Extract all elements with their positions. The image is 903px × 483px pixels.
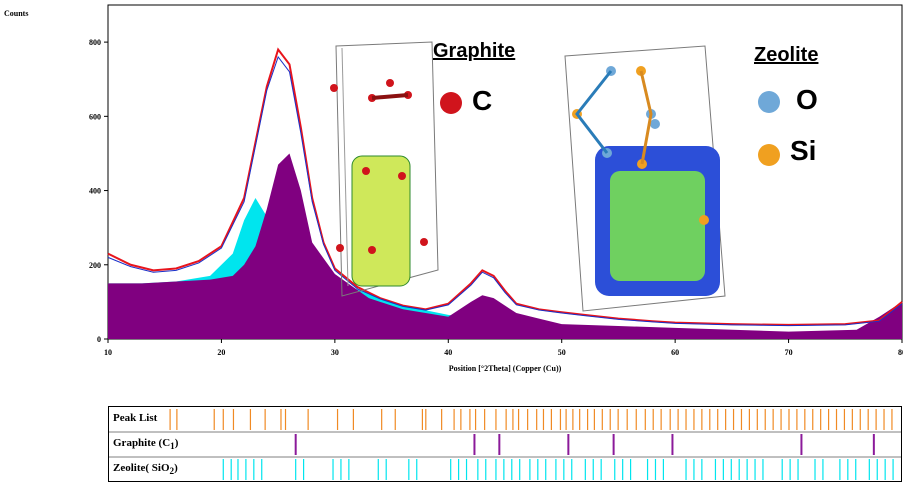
graphite-element-label: C bbox=[472, 85, 493, 116]
zeolite-reference-label: Zeolite( SiO2) bbox=[113, 462, 180, 477]
pattern-line-0 bbox=[107, 47, 903, 326]
x-tick-label: 20 bbox=[217, 348, 225, 357]
peak-list-label: Peak List bbox=[113, 412, 160, 424]
graphite-reference-label: Graphite (C1) bbox=[113, 437, 181, 452]
y-tick-label: 200 bbox=[89, 261, 101, 270]
x-tick-label: 10 bbox=[104, 348, 112, 357]
oxygen-atom-icon bbox=[758, 91, 780, 113]
carbon-atom-icon bbox=[440, 92, 462, 114]
x-tick-label: 80 bbox=[898, 348, 903, 357]
phase-area-3 bbox=[108, 153, 902, 339]
graphite-structure-image bbox=[330, 41, 439, 297]
y-axis-label: Counts bbox=[4, 9, 29, 18]
zeolite-structure-image bbox=[564, 45, 726, 312]
x-tick-label: 40 bbox=[444, 348, 452, 357]
x-axis-label: Position [°2Theta] (Copper (Cu)) bbox=[448, 364, 562, 373]
peak-list-panel: Peak List Graphite (C1) Zeolite( SiO2) bbox=[108, 406, 902, 482]
x-tick-label: 50 bbox=[558, 348, 566, 357]
x-tick-label: 60 bbox=[671, 348, 679, 357]
graphite-title: Graphite bbox=[433, 40, 516, 62]
y-tick-label: 600 bbox=[89, 112, 101, 121]
x-tick-label: 70 bbox=[785, 348, 793, 357]
y-tick-label: 400 bbox=[89, 187, 101, 196]
y-tick-label: 0 bbox=[97, 335, 101, 344]
y-tick-label: 800 bbox=[89, 38, 101, 47]
pattern-line-1 bbox=[107, 55, 903, 327]
zeolite-oxygen-label: O bbox=[796, 84, 818, 115]
silicon-atom-icon bbox=[758, 144, 780, 166]
xrd-pattern-chart: 10203040506070800200400600800 bbox=[89, 4, 903, 357]
x-tick-label: 30 bbox=[331, 348, 339, 357]
zeolite-title: Zeolite bbox=[754, 44, 819, 66]
zeolite-silicon-label: Si bbox=[790, 135, 817, 166]
peak-list-sticks bbox=[109, 409, 901, 480]
